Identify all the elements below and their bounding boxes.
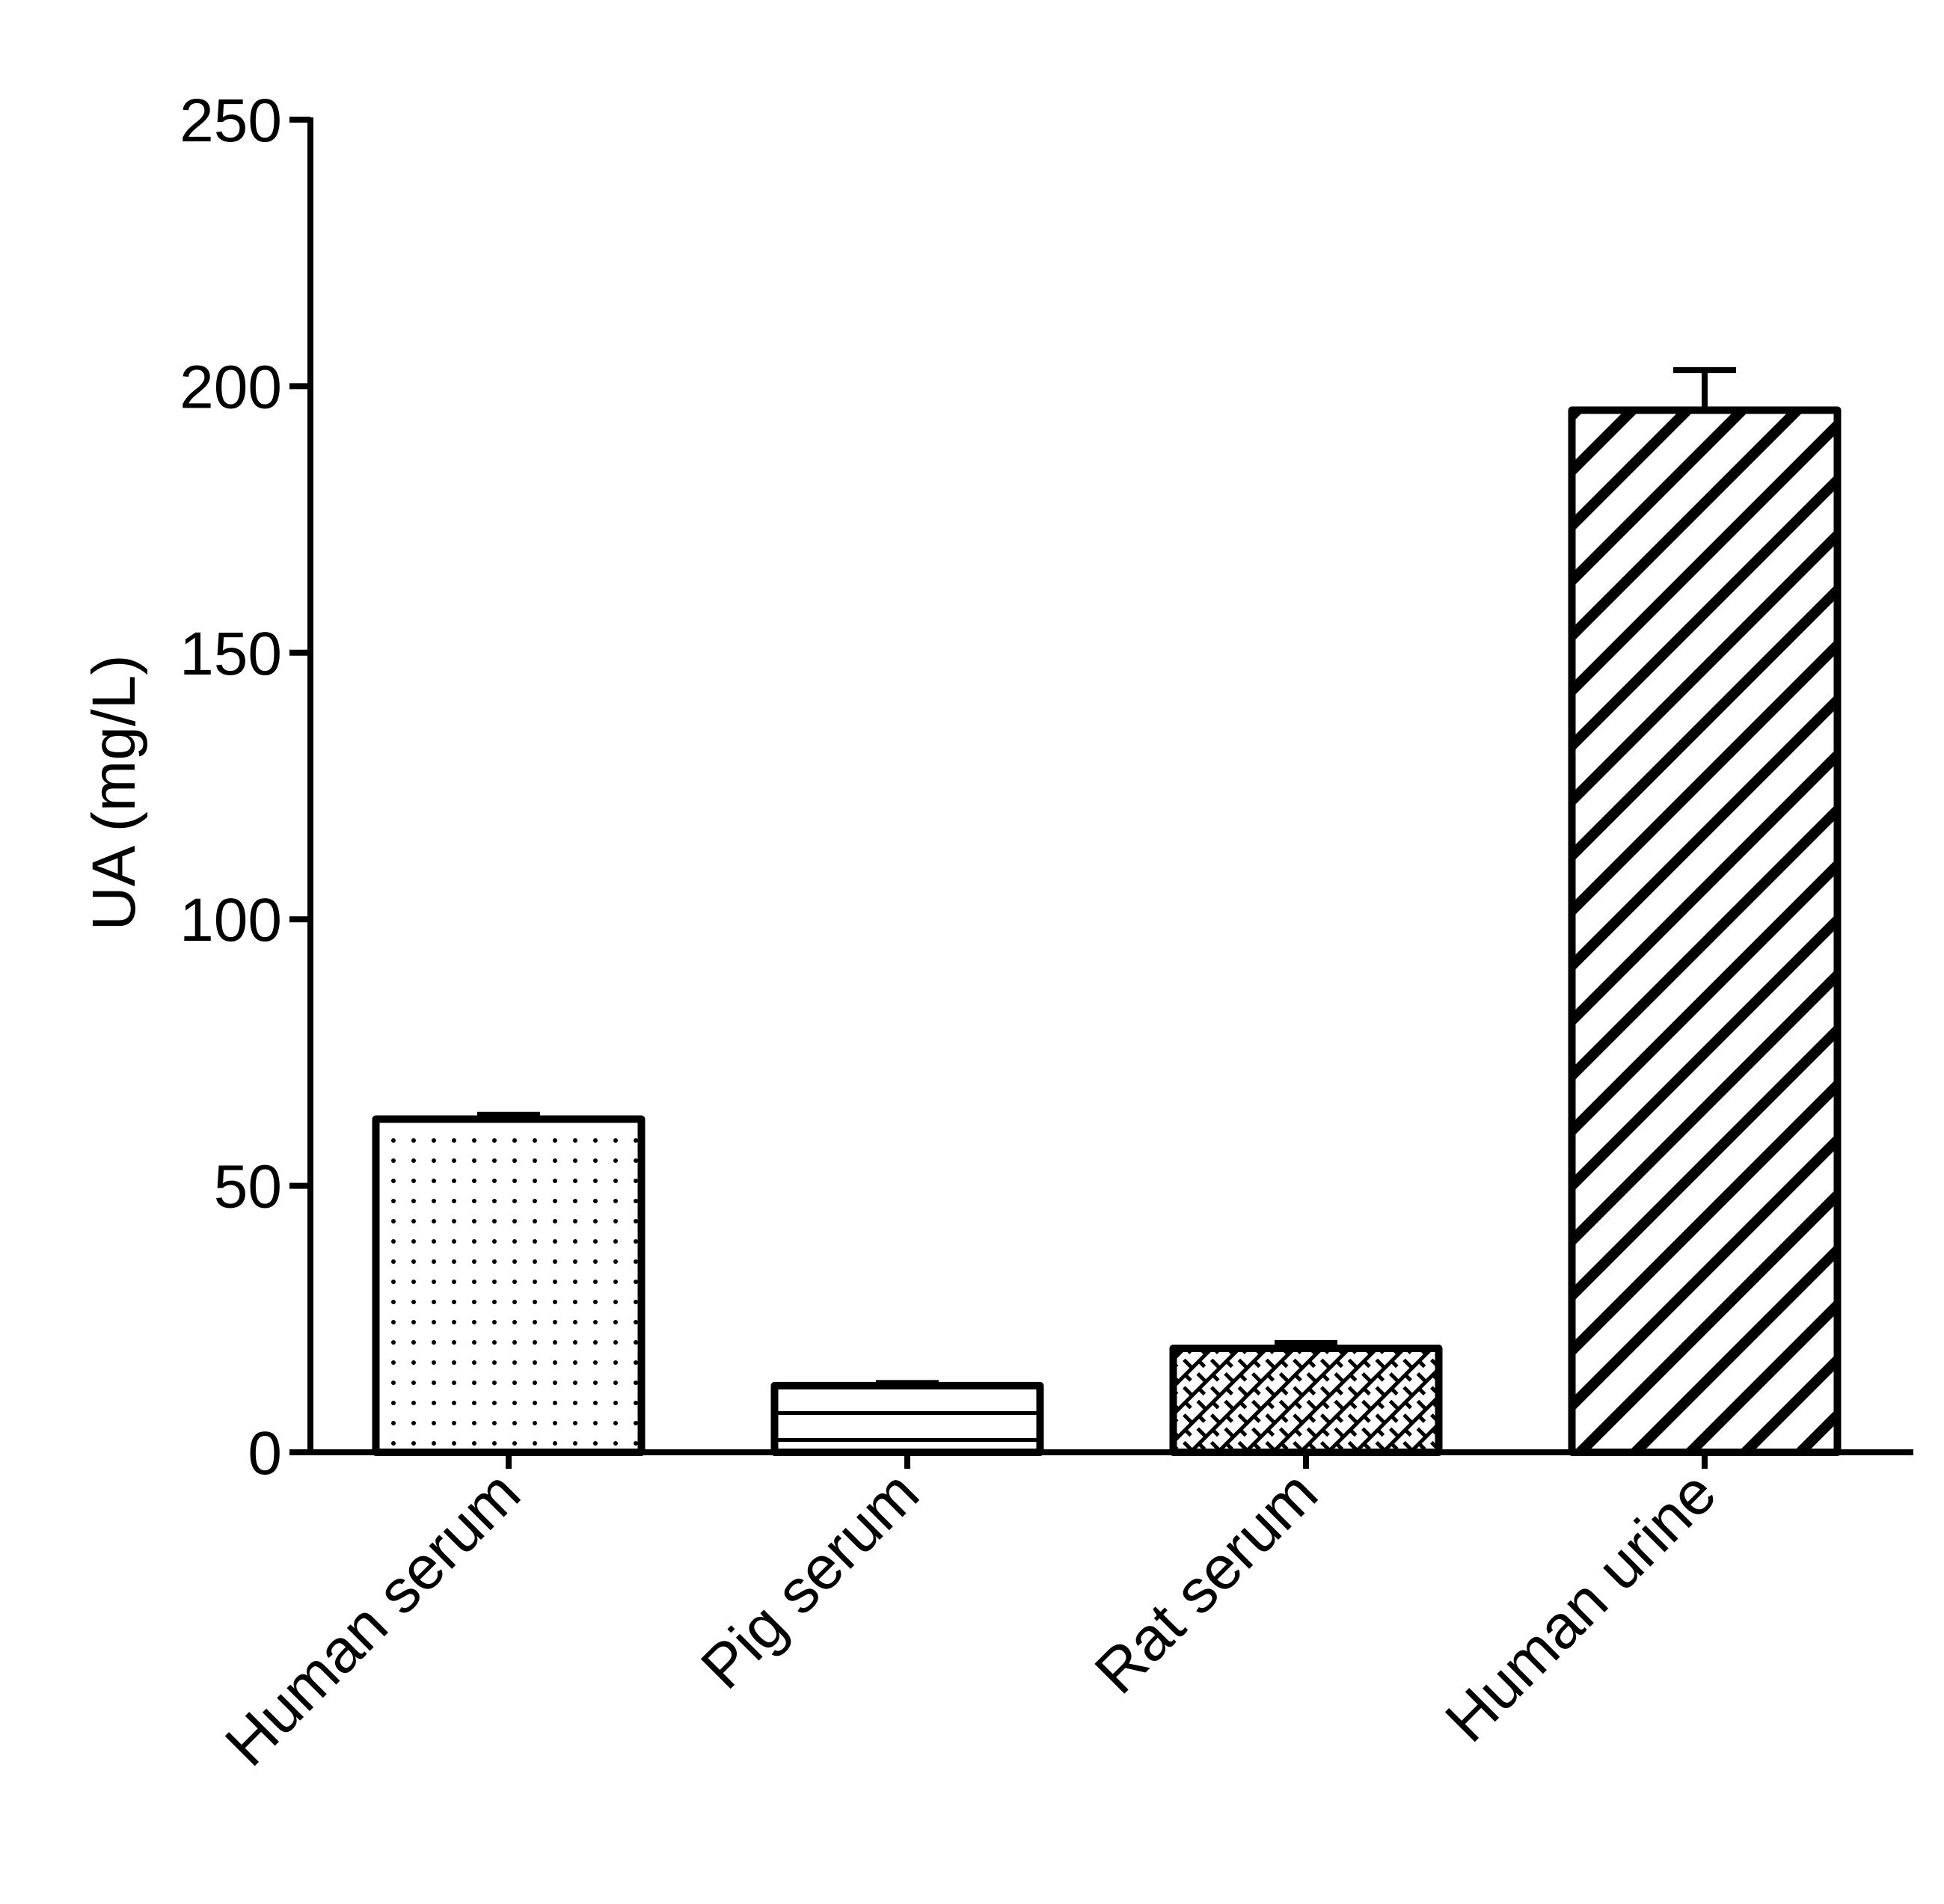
y-tick-label: 50	[214, 1153, 282, 1221]
x-axis: Human serum Pig serum Rat serum Human urine	[212, 1449, 1913, 1779]
y-axis-title: UA (mg/L)	[80, 654, 148, 930]
y-tick-label: 200	[180, 353, 282, 421]
bar-rat-serum	[1169, 1345, 1443, 1457]
y-axis: 0 50 100 150 200 250	[180, 87, 313, 1487]
bars	[372, 367, 1842, 1457]
bar-human-urine	[1568, 406, 1842, 1457]
bar-pig-serum	[770, 1381, 1044, 1457]
x-tick-label: Human urine	[1432, 1458, 1729, 1754]
bar-human-serum	[372, 1115, 646, 1456]
x-tick-label: Rat serum	[1082, 1458, 1331, 1707]
y-tick-label: 150	[180, 620, 282, 688]
y-tick-label: 250	[180, 87, 282, 155]
y-tick-label: 100	[180, 886, 282, 954]
x-tick-label: Pig serum	[688, 1458, 931, 1701]
y-tick-label: 0	[248, 1419, 282, 1487]
x-tick-label: Human serum	[212, 1458, 533, 1778]
